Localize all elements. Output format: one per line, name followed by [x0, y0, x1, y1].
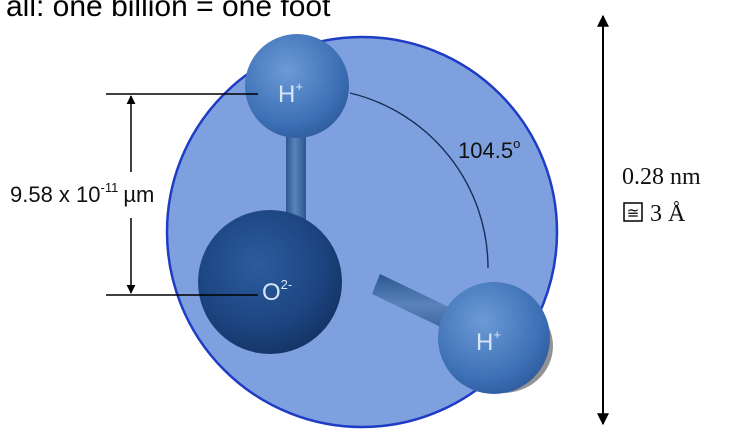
top-caption-partial: all: one billion = one foot: [6, 0, 331, 23]
hydrogen-bottom-label: H+: [476, 327, 501, 356]
bond-angle-label: 104.5o: [458, 136, 520, 163]
oxygen-atom: [198, 210, 342, 354]
approx-equal-icon: ≅: [623, 202, 643, 222]
diameter-label-angstrom: 3 Å: [650, 201, 686, 227]
diameter-label-nm: 0.28 nm: [622, 164, 701, 190]
hydrogen-top-label: H+: [278, 79, 303, 108]
bond-oh-top: [286, 120, 306, 230]
svg-text:≅: ≅: [627, 205, 640, 222]
oxygen-label: O2-: [262, 277, 292, 306]
hydrogen-atom-bottom: [438, 282, 550, 394]
hydrogen-atom-top: [245, 34, 349, 138]
bond-angle-arc: [349, 92, 489, 269]
bond-length-label: 9.58 x 10-11 µm: [10, 180, 154, 207]
